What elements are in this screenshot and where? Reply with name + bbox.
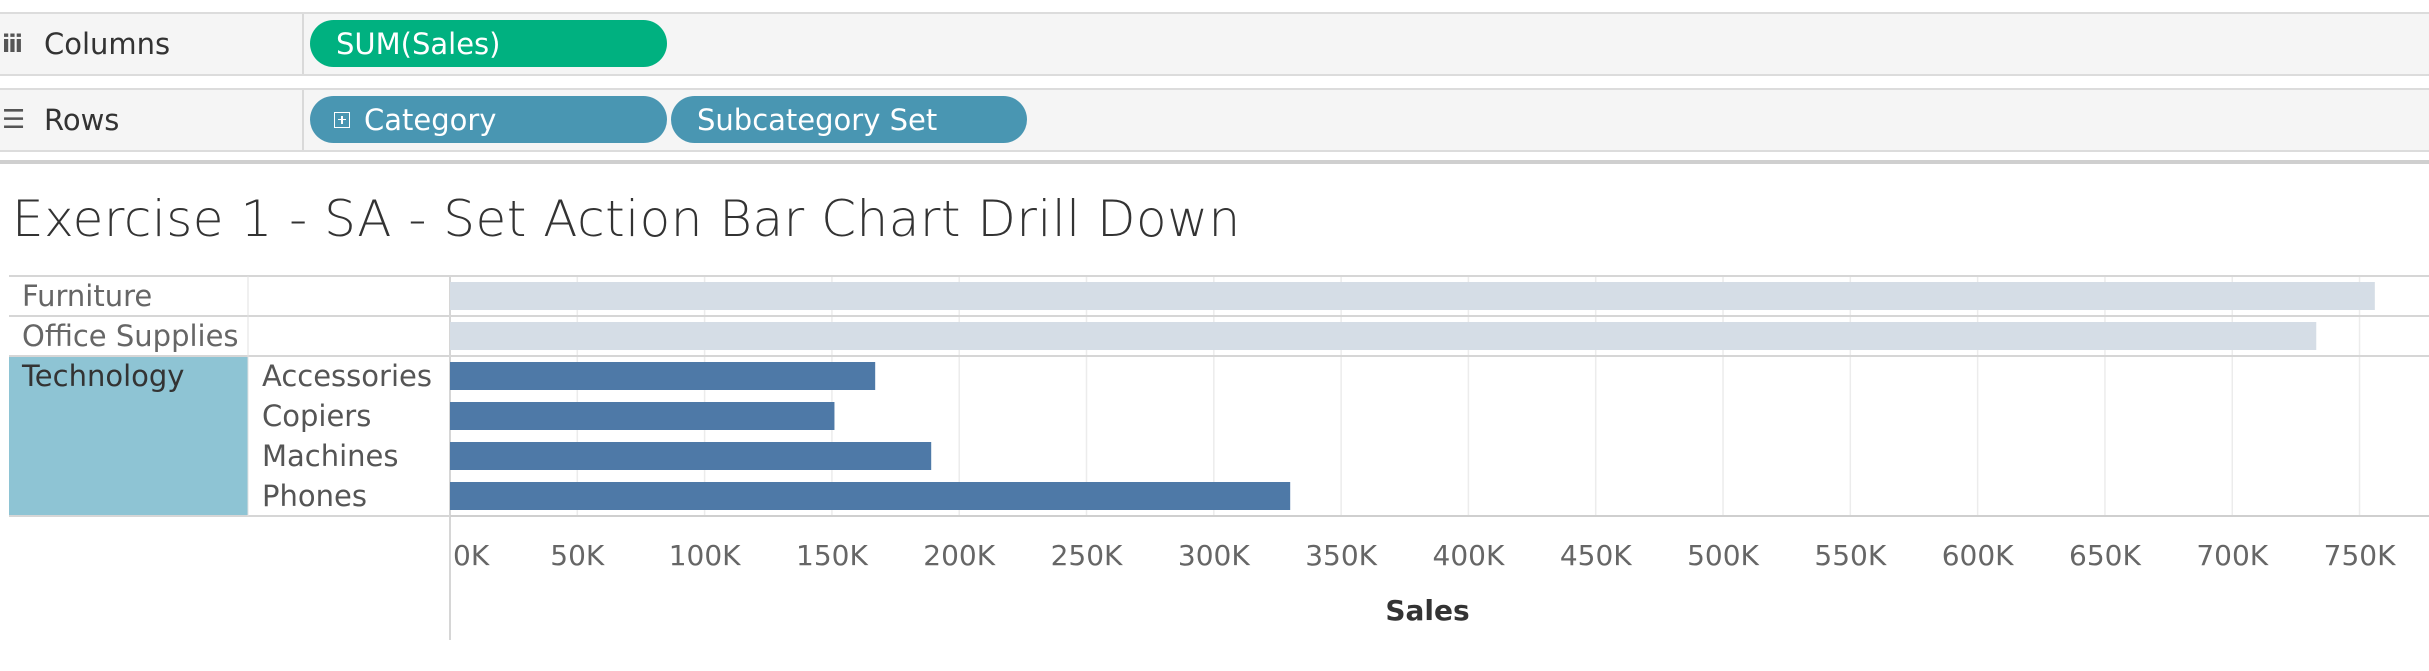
technology-header-cell[interactable] bbox=[9, 356, 248, 516]
category-pill[interactable]: Category bbox=[310, 96, 667, 143]
row-header-category: Technology bbox=[21, 359, 184, 393]
sum-sales-pill[interactable]: SUM(Sales) bbox=[310, 20, 667, 67]
x-tick-label: 700K bbox=[2196, 539, 2268, 572]
x-tick-label: 200K bbox=[923, 539, 995, 572]
row-header-category: Office Supplies bbox=[22, 319, 239, 353]
rows-shelf: ☰ Rows Category Subcategory Set bbox=[0, 88, 2429, 152]
x-tick-label: 550K bbox=[1814, 539, 1886, 572]
x-tick-label: 350K bbox=[1305, 539, 1377, 572]
row-header-subcategory: Copiers bbox=[262, 399, 371, 433]
expand-plus-icon[interactable] bbox=[334, 111, 350, 128]
subcategory-set-pill-label: Subcategory Set bbox=[697, 102, 938, 137]
x-tick-label: 50K bbox=[550, 539, 605, 572]
x-tick-label: 250K bbox=[1051, 539, 1123, 572]
row-header-subcategory: Phones bbox=[262, 479, 367, 513]
sheet-title: Exercise 1 - SA - Set Action Bar Chart D… bbox=[12, 190, 1241, 248]
x-tick-label: 500K bbox=[1687, 539, 1759, 572]
bar-phones[interactable] bbox=[450, 482, 1291, 510]
subcategory-set-pill[interactable]: Subcategory Set bbox=[671, 96, 1027, 143]
bar-furniture[interactable] bbox=[450, 282, 2375, 310]
bar-copiers[interactable] bbox=[450, 402, 835, 430]
row-header-subcategory: Accessories bbox=[262, 359, 432, 393]
rows-label: Rows bbox=[44, 103, 120, 137]
columns-icon: ⅲ bbox=[2, 30, 24, 58]
x-tick-label: 650K bbox=[2069, 539, 2141, 572]
x-tick-label: 150K bbox=[796, 539, 868, 572]
x-tick-label: 450K bbox=[1560, 539, 1632, 572]
rows-shelf-label: ☰ Rows bbox=[0, 90, 304, 150]
x-tick-label: 300K bbox=[1178, 539, 1250, 572]
columns-shelf: ⅲ Columns SUM(Sales) bbox=[0, 12, 2429, 76]
x-tick-label: 600K bbox=[1942, 539, 2014, 572]
bar-machines[interactable] bbox=[450, 442, 932, 470]
x-tick-label: 0K bbox=[453, 539, 490, 572]
row-header-subcategory: Machines bbox=[262, 439, 399, 473]
x-axis-title: Sales bbox=[1385, 594, 1469, 627]
x-tick-label: 750K bbox=[2324, 539, 2396, 572]
sum-sales-pill-label: SUM(Sales) bbox=[336, 26, 501, 61]
bar-accessories[interactable] bbox=[450, 362, 876, 390]
bar-office-supplies[interactable] bbox=[450, 322, 2317, 350]
row-header-category: Furniture bbox=[22, 279, 152, 313]
rows-icon: ☰ bbox=[2, 105, 26, 135]
shelf-divider bbox=[0, 160, 2429, 164]
category-pill-label: Category bbox=[364, 102, 497, 137]
columns-label: Columns bbox=[44, 27, 171, 61]
columns-shelf-label: ⅲ Columns bbox=[0, 14, 304, 74]
x-tick-label: 100K bbox=[669, 539, 741, 572]
x-tick-label: 400K bbox=[1433, 539, 1505, 572]
